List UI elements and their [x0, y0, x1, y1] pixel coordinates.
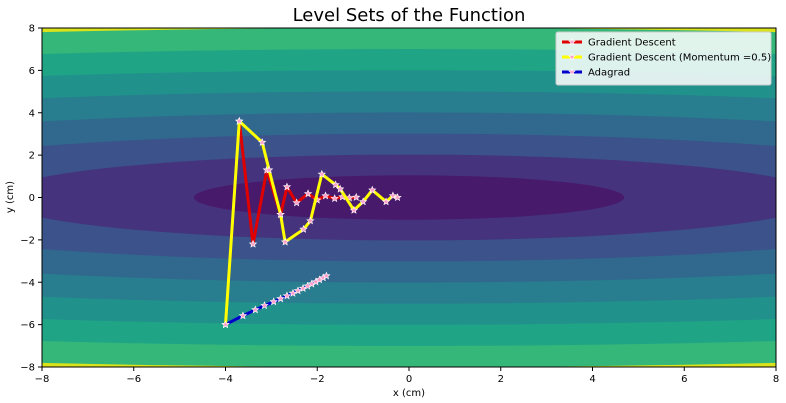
path-point-marker	[393, 193, 402, 202]
path-point-marker	[299, 224, 308, 233]
x-axis-label: x (cm)	[393, 388, 425, 399]
y-tick-label: 2	[29, 151, 35, 162]
y-axis: −8 −6 −4 −2 0 2 4 6 8	[20, 24, 42, 374]
legend-label: Gradient Descent (Momentum =0.5)	[588, 53, 771, 64]
legend-entry: Gradient Descent	[562, 38, 676, 49]
legend-label: Adagrad	[588, 68, 630, 79]
path-point-marker	[352, 192, 361, 201]
path-point-marker	[568, 53, 576, 61]
x-tick-label: 8	[773, 374, 779, 385]
path-point-marker	[258, 138, 267, 146]
descent-paths	[221, 116, 402, 329]
path-point-marker	[336, 184, 345, 193]
path-point-marker	[331, 180, 340, 189]
x-tick-label: −4	[218, 374, 233, 385]
path-point-marker	[381, 197, 391, 206]
path-point-marker	[292, 198, 301, 207]
path-point-marker	[282, 182, 292, 191]
path-point-marker	[349, 205, 359, 214]
legend-label: Gradient Descent	[588, 38, 676, 49]
x-tick-label: −8	[35, 374, 50, 385]
y-tick-label: 0	[29, 193, 35, 204]
path-point-marker	[293, 286, 303, 295]
path-point-marker	[568, 68, 576, 76]
path-point-marker	[317, 169, 327, 178]
legend: Gradient Descent Gradient Descent (Moment…	[555, 31, 772, 86]
x-tick-label: −2	[310, 374, 325, 385]
path-point-marker	[269, 297, 278, 306]
path-point-marker	[276, 294, 285, 303]
path-point-marker	[282, 291, 292, 300]
legend-entry: Adagrad	[562, 68, 630, 79]
y-tick-label: −2	[20, 235, 35, 246]
path-point-marker	[303, 189, 313, 198]
chart-title: Level Sets of the Function	[293, 5, 526, 26]
path-point-marker	[276, 210, 285, 218]
legend-box	[555, 31, 772, 86]
y-tick-label: 8	[29, 24, 35, 35]
y-tick-label: 6	[29, 66, 35, 77]
contour-fill	[42, 28, 776, 367]
path-point-marker	[235, 116, 244, 125]
path-point-marker	[221, 320, 230, 329]
path-point-marker	[306, 216, 315, 225]
path-point-marker	[280, 237, 290, 246]
path-point-marker	[322, 271, 331, 280]
path-point-marker	[251, 305, 260, 314]
path-point-marker	[260, 301, 269, 310]
contour-band	[193, 175, 625, 220]
x-tick-label: 4	[589, 374, 595, 385]
y-tick-label: −4	[20, 278, 35, 289]
path-point-marker	[321, 191, 330, 200]
legend-entry: Gradient Descent (Momentum =0.5)	[562, 53, 771, 64]
path-point-marker	[358, 197, 368, 206]
path-point-marker	[368, 185, 377, 194]
y-axis-label: y (cm)	[5, 181, 16, 213]
path-point-marker	[288, 288, 298, 297]
path-point-marker	[238, 311, 248, 320]
path-point-marker	[330, 194, 339, 203]
x-tick-label: 0	[406, 374, 412, 385]
x-tick-label: 2	[498, 374, 504, 385]
x-axis: −8 −6 −4 −2 0 2 4 6 8	[35, 367, 779, 385]
x-tick-label: 6	[681, 374, 687, 385]
y-tick-label: −6	[20, 320, 35, 331]
y-tick-label: 4	[29, 108, 35, 119]
y-tick-label: −8	[20, 363, 35, 374]
path-point-marker	[568, 38, 576, 46]
path-point-marker	[248, 239, 258, 248]
path-point-marker	[264, 165, 274, 174]
x-tick-label: −6	[126, 374, 141, 385]
